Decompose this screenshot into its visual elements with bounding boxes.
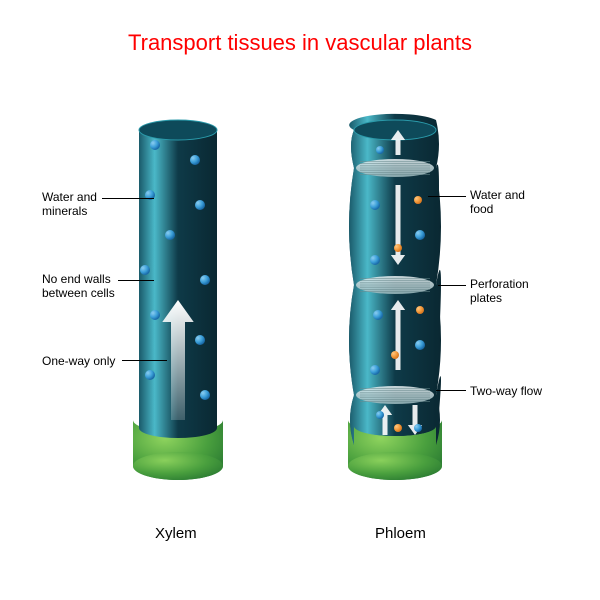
xylem-label-walls: No end wallsbetween cells	[42, 272, 115, 301]
leader-line	[428, 196, 466, 197]
phloem-name: Phloem	[375, 525, 426, 542]
xylem-label-oneway: One-way only	[42, 354, 115, 368]
xylem-name: Xylem	[155, 525, 197, 542]
xylem-label-water: Water andminerals	[42, 190, 97, 219]
leader-line	[118, 280, 154, 281]
phloem-label-plates: Perforationplates	[470, 277, 529, 306]
phloem-label-twoway: Two-way flow	[470, 384, 542, 398]
phloem-label-water: Water andfood	[470, 188, 525, 217]
leader-line	[438, 285, 466, 286]
leader-line	[102, 198, 154, 199]
leader-line	[436, 390, 466, 391]
leader-line	[122, 360, 167, 361]
